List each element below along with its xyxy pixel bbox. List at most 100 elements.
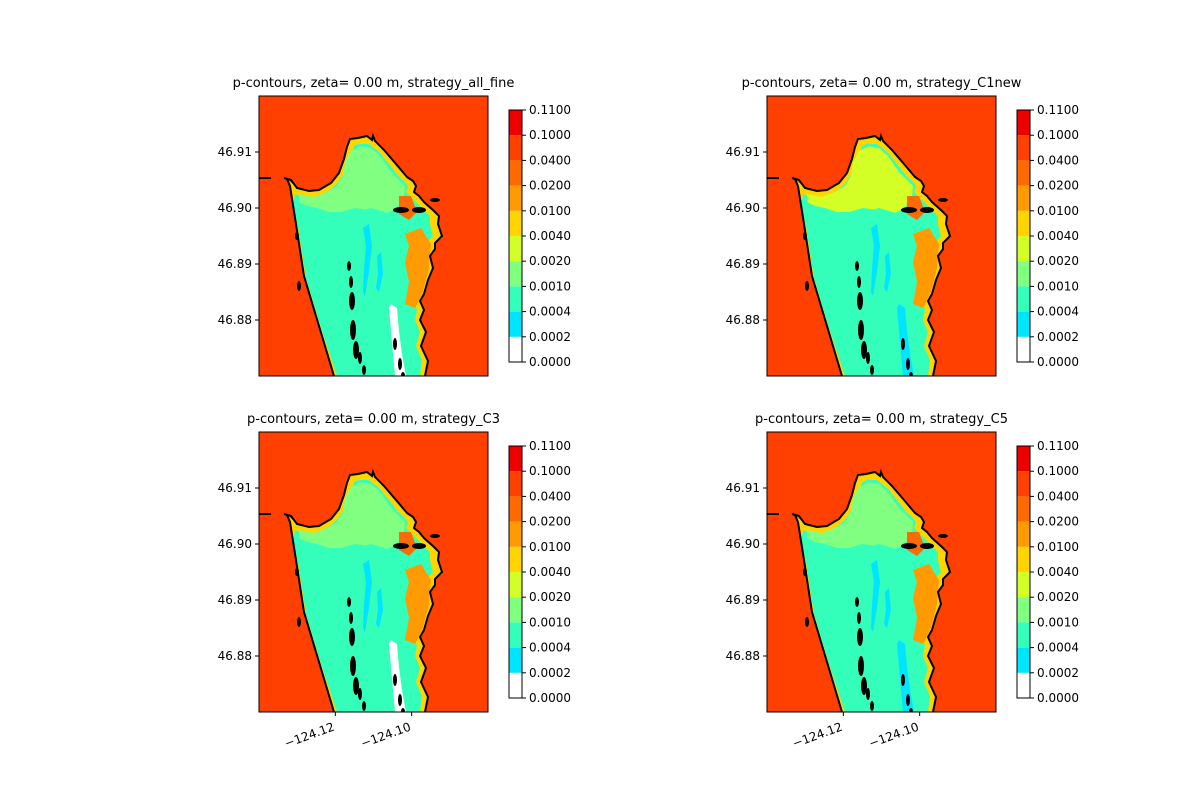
island (349, 612, 353, 624)
coastline (794, 178, 843, 376)
ytick-label: 46.91 (726, 481, 760, 495)
colorbar-label: 0.1100 (1037, 439, 1079, 453)
colorbar-band (1017, 236, 1030, 262)
colorbar-label: 0.0000 (1037, 355, 1079, 369)
colorbar-band (1017, 135, 1030, 161)
ytick-label: 46.91 (726, 145, 760, 159)
island (347, 261, 351, 271)
colorbar-band (509, 336, 522, 362)
ytick-label: 46.90 (726, 537, 760, 551)
ytick-label: 46.88 (218, 649, 252, 663)
plot-area (259, 432, 488, 712)
island (920, 543, 934, 549)
colorbar-label: 0.0010 (1037, 615, 1079, 629)
colorbar-label: 0.0400 (1037, 489, 1079, 503)
island (398, 694, 402, 706)
colorbar-label: 0.0100 (1037, 204, 1079, 218)
axes-frame (258, 431, 489, 713)
island (857, 612, 861, 624)
coastline (283, 468, 444, 712)
island (906, 358, 910, 370)
colorbar-label: 0.0400 (1037, 153, 1079, 167)
island (295, 568, 299, 576)
colorbar-label: 0.0200 (529, 179, 571, 193)
island (393, 674, 397, 686)
colorbar-label: 0.0040 (1037, 229, 1079, 243)
island (901, 674, 905, 686)
colorbar-band (1017, 647, 1030, 673)
coastline (283, 132, 444, 376)
gap-streak (363, 560, 372, 632)
bay-shoal (399, 196, 417, 220)
colorbar-label: 0.0004 (529, 641, 571, 655)
colorbar-label: 0.0000 (529, 355, 571, 369)
colorbar-label: 0.0020 (1037, 590, 1079, 604)
colorbar-band (509, 647, 522, 673)
xtick-label: −124.10 (359, 720, 413, 751)
island (412, 207, 426, 213)
colorbar-band (1017, 446, 1030, 472)
colorbar-label: 0.1100 (1037, 103, 1079, 117)
colorbar: 0.0000 0.0002 0.0004 0.0010 0.0020 0.0040 0.01… (1016, 103, 1079, 369)
island (393, 207, 409, 213)
coastline (791, 468, 952, 712)
colorbar-band (1017, 546, 1030, 572)
colorbar-band (1017, 521, 1030, 547)
island (297, 617, 301, 627)
island (349, 628, 355, 646)
island (347, 597, 351, 607)
island (353, 677, 359, 695)
colorbar-label: 0.0002 (529, 330, 571, 344)
colorbar-band (509, 521, 522, 547)
colorbar: 0.0000 0.0002 0.0004 0.0010 0.0020 0.0040 0.01… (508, 103, 571, 369)
colorbar-label: 0.0100 (529, 540, 571, 554)
island (401, 708, 405, 712)
map-panel: p-contours, zeta= 0.00 m, strategy_C1new… (726, 76, 1079, 377)
island (412, 543, 426, 549)
colorbar-label: 0.0010 (529, 615, 571, 629)
island (866, 688, 870, 700)
gap-streak (871, 224, 880, 296)
island (362, 701, 366, 711)
colorbar-band (1017, 622, 1030, 648)
colorbar-label: 0.1000 (529, 128, 571, 142)
xtick-label: −124.10 (867, 720, 921, 751)
gap-streak (871, 560, 880, 632)
gap-band (897, 304, 914, 376)
colorbar-band (509, 546, 522, 572)
map-panel: p-contours, zeta= 0.00 m, strategy_C3 46.… (218, 412, 571, 751)
colorbar-band (509, 572, 522, 598)
colorbar-label: 0.0040 (1037, 565, 1079, 579)
colorbar-label: 0.0020 (529, 254, 571, 268)
colorbar-band (509, 446, 522, 472)
island (857, 628, 863, 646)
gap-streak (884, 252, 891, 292)
island (901, 543, 917, 549)
colorbar-label: 0.0002 (529, 666, 571, 680)
colorbar-label: 0.0004 (1037, 641, 1079, 655)
ytick-label: 46.90 (218, 537, 252, 551)
gap-band (897, 640, 914, 712)
colorbar-label: 0.0020 (529, 590, 571, 604)
island (909, 708, 913, 712)
island (393, 543, 409, 549)
colorbar-label: 0.0000 (1037, 691, 1079, 705)
bay-shoal (907, 196, 925, 220)
ytick-label: 46.90 (218, 201, 252, 215)
colorbar-band (509, 236, 522, 262)
bay-shoal (399, 532, 417, 556)
colorbar-label: 0.0010 (529, 279, 571, 293)
panel-title: p-contours, zeta= 0.00 m, strategy_C1new (742, 76, 1022, 91)
island (938, 198, 948, 202)
map-panel: p-contours, zeta= 0.00 m, strategy_all_f… (218, 76, 571, 377)
colorbar-label: 0.0020 (1037, 254, 1079, 268)
island (805, 617, 809, 627)
colorbar-band (1017, 672, 1030, 698)
panel-title: p-contours, zeta= 0.00 m, strategy_C5 (755, 412, 1008, 427)
island (401, 372, 405, 376)
colorbar: 0.0000 0.0002 0.0004 0.0010 0.0020 0.0040 0.01… (508, 439, 571, 705)
island (430, 198, 440, 202)
gap-band (389, 640, 406, 712)
island (855, 597, 859, 607)
map-panel: p-contours, zeta= 0.00 m, strategy_C5 46.… (726, 412, 1079, 751)
